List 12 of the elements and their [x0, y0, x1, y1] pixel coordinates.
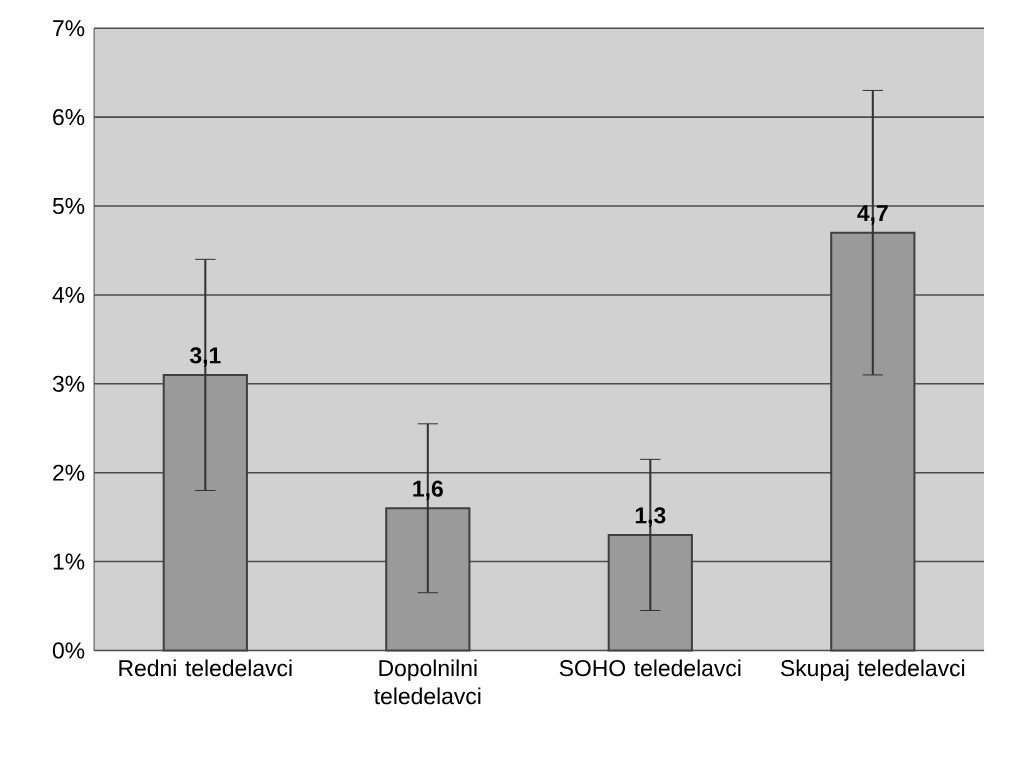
x-tick-label: Redni teledelavci — [119, 659, 292, 677]
y-tick-label: 2% — [53, 464, 85, 481]
y-tick-label: 7% — [53, 20, 85, 37]
y-tick-label: 5% — [52, 197, 85, 215]
x-tick-label: Skupaj teledelavci — [780, 659, 965, 681]
x-tick-label: Dopolnilni teledelavci — [374, 659, 481, 705]
x-tick-label: SOHO teledelavci — [559, 659, 741, 677]
y-tick-label: 0% — [52, 642, 85, 659]
y-tick-label: 3% — [52, 375, 85, 392]
y-tick-label: 6% — [53, 109, 85, 126]
y-tick-label: 1% — [53, 553, 85, 570]
y-tick-label: 4% — [52, 286, 85, 303]
